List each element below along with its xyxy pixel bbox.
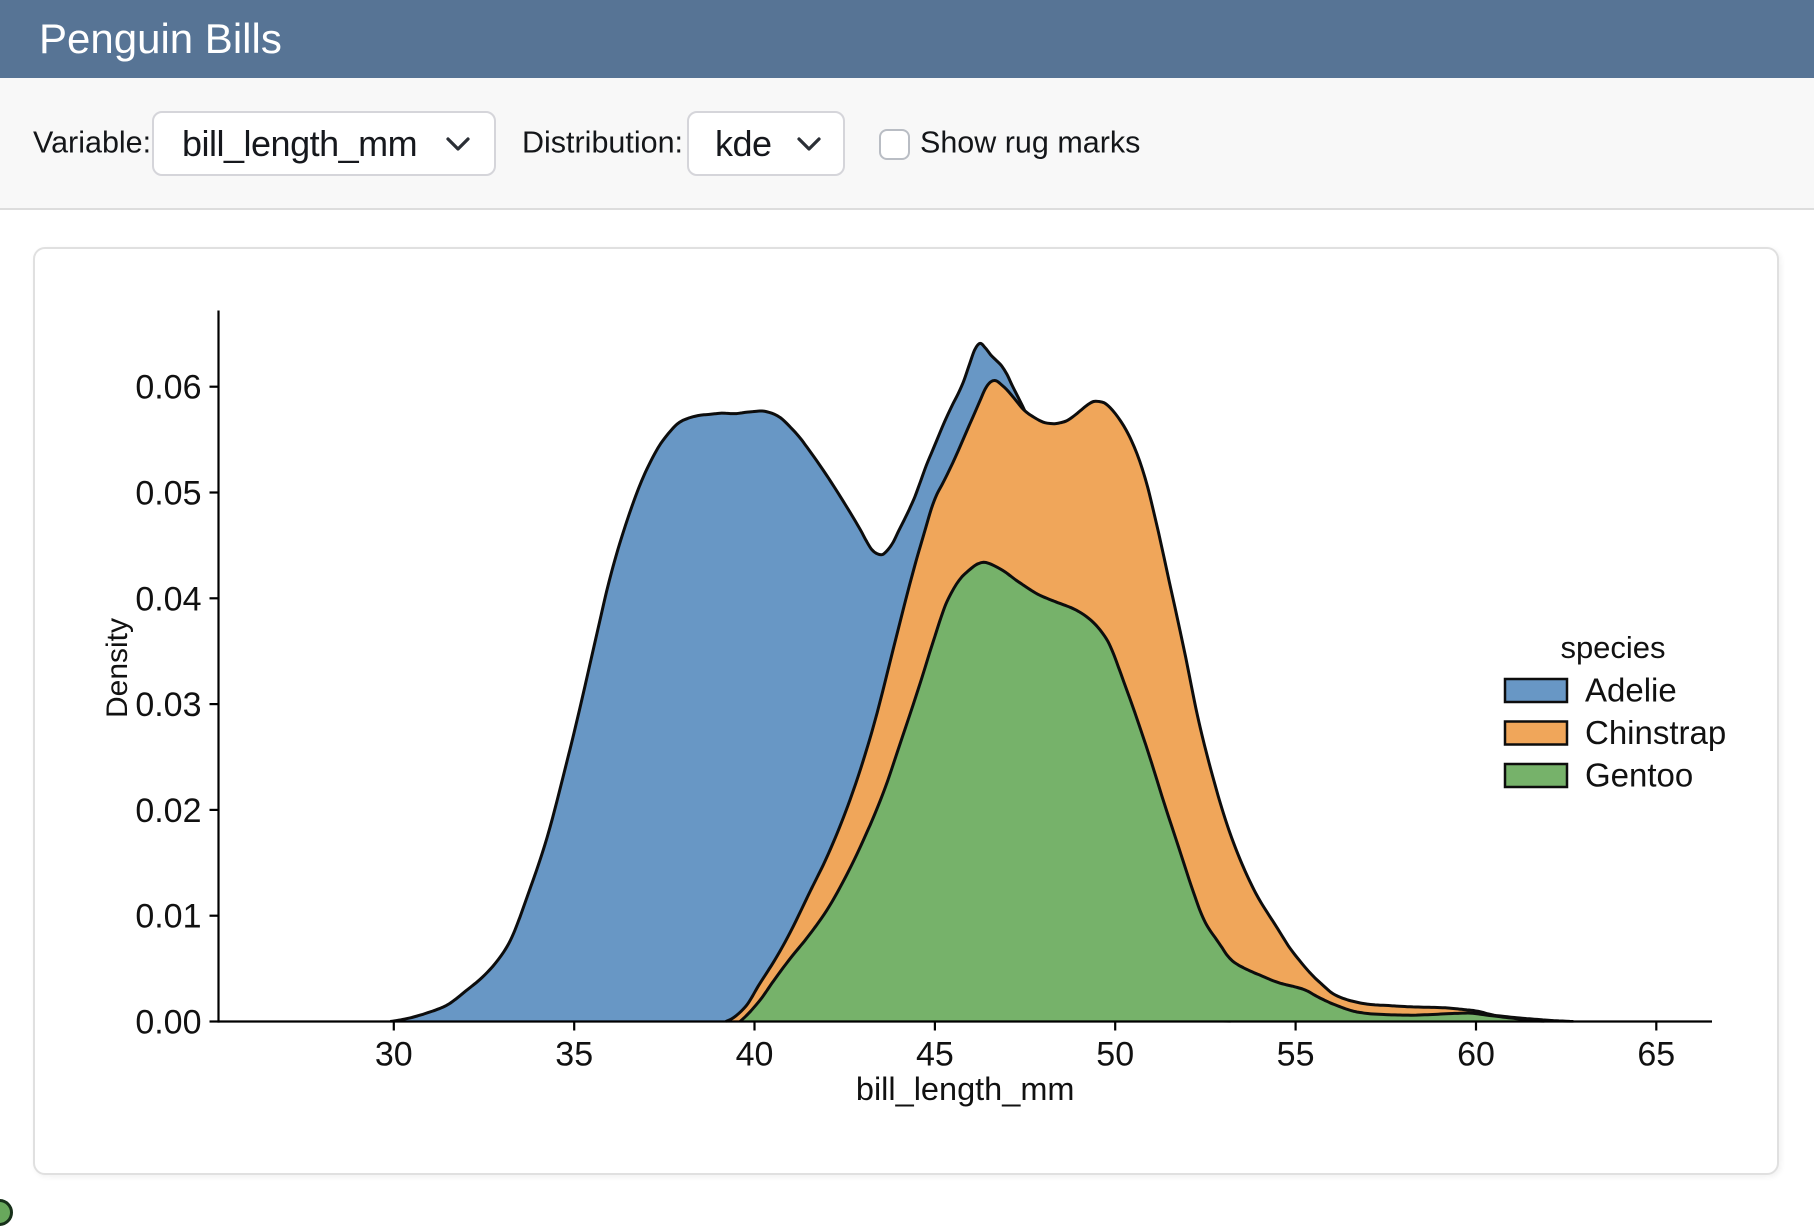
- svg-text:50: 50: [1096, 1036, 1134, 1074]
- svg-text:0.04: 0.04: [135, 580, 201, 618]
- svg-text:30: 30: [375, 1036, 413, 1074]
- svg-text:65: 65: [1637, 1036, 1675, 1074]
- svg-text:0.05: 0.05: [135, 475, 201, 513]
- svg-text:0.00: 0.00: [135, 1004, 201, 1042]
- svg-text:45: 45: [916, 1036, 954, 1074]
- svg-text:0.03: 0.03: [135, 686, 201, 724]
- svg-text:0.02: 0.02: [135, 792, 201, 830]
- svg-text:60: 60: [1457, 1036, 1495, 1074]
- svg-text:Adelie: Adelie: [1585, 672, 1677, 709]
- svg-text:55: 55: [1277, 1036, 1315, 1074]
- svg-text:0.01: 0.01: [135, 898, 201, 936]
- svg-text:0.06: 0.06: [135, 369, 201, 407]
- svg-text:35: 35: [555, 1036, 593, 1074]
- svg-text:Chinstrap: Chinstrap: [1585, 714, 1726, 751]
- svg-text:40: 40: [736, 1036, 774, 1074]
- svg-text:bill_length_mm: bill_length_mm: [856, 1071, 1075, 1107]
- svg-text:Density: Density: [101, 618, 134, 718]
- svg-text:Gentoo: Gentoo: [1585, 757, 1693, 794]
- svg-text:species: species: [1560, 630, 1665, 665]
